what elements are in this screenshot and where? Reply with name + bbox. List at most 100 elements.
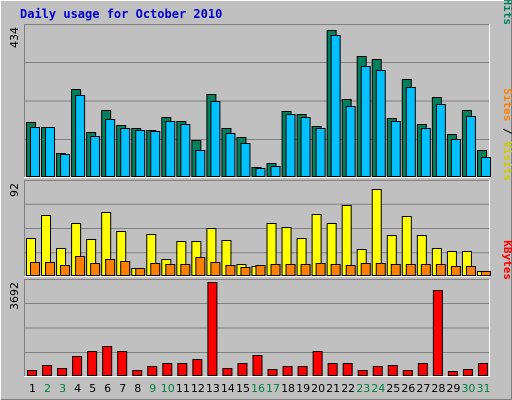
panel-legend: Sites / Visits (501, 88, 512, 181)
bar-sites-fill (61, 266, 70, 275)
bar-files-fill (241, 144, 250, 176)
x-axis-labels: 1 2 3 4 5 6 7 8 9 10 11 12 13 14 15 16 17 18 19 20 21 22 23 24 2… (29, 382, 490, 395)
bar-files-fill (481, 158, 490, 176)
bar-kbytes-fill (448, 372, 457, 375)
x-tick-label: 22 (341, 382, 355, 395)
bar-visits-fill (312, 215, 321, 275)
panel-visits-sites: 92 Sites / Visits (8, 88, 512, 277)
bar-sites-fill (196, 258, 205, 275)
bar-kbytes-fill (43, 366, 52, 375)
bar-kbytes-fill (103, 347, 112, 375)
x-tick-label: 15 (236, 382, 250, 395)
panel-border-highlight (24, 24, 490, 178)
bar-sites-fill (271, 265, 280, 275)
panel-kbytes: 3692 KBytes (8, 240, 512, 377)
bar-sites-fill (166, 265, 175, 275)
panel-legend: KBytes (501, 240, 512, 280)
bar-sites-fill (226, 266, 235, 275)
bar-files-fill (391, 122, 400, 176)
panel-border-shadow (24, 279, 490, 377)
bar-files-fill (451, 140, 460, 176)
bar-visits-fill (387, 236, 396, 275)
x-tick-label: 16 (251, 382, 265, 395)
x-tick-label: 5 (89, 382, 96, 395)
x-tick-label: 23 (356, 382, 370, 395)
bar-files-fill (466, 117, 475, 176)
x-tick-label: 29 (446, 382, 460, 395)
x-tick-label: 9 (149, 382, 156, 395)
bar-visits-fill (117, 232, 126, 275)
bar-kbytes-fill (328, 364, 337, 375)
bar-sites-fill (106, 260, 115, 275)
legend-entry: / (501, 121, 512, 141)
bar-kbytes-fill (433, 291, 442, 375)
bar-files-fill (196, 151, 205, 176)
x-tick-label: 13 (206, 382, 220, 395)
bar-kbytes-fill (148, 367, 157, 375)
bar-files-fill (46, 128, 55, 176)
bar-sites-fill (346, 266, 355, 275)
chart-panels: 434 Pages / Files / Hits 92 Sites / Visits 3… (8, 0, 512, 377)
x-tick-label: 27 (416, 382, 430, 395)
x-tick-label: 25 (386, 382, 400, 395)
bar-kbytes-fill (163, 364, 172, 375)
x-tick-label: 12 (191, 382, 205, 395)
x-tick-label: 4 (74, 382, 81, 395)
bar-kbytes-fill (73, 357, 82, 375)
bar-visits-fill (462, 252, 471, 275)
bar-files-fill (421, 129, 430, 176)
x-tick-label: 8 (134, 382, 141, 395)
bar-sites-fill (481, 272, 490, 275)
bar-kbytes-fill (358, 371, 367, 375)
bar-visits-fill (177, 242, 186, 275)
bar-kbytes-fill (283, 367, 292, 375)
bar-sites-fill (361, 264, 370, 275)
bar-sites-fill (406, 265, 415, 275)
panel-border-highlight (24, 180, 490, 277)
bar-files-fill (331, 36, 340, 176)
bar-files-fill (301, 118, 310, 176)
bar-sites-fill (211, 263, 220, 275)
x-tick-label: 10 (161, 382, 175, 395)
bar-kbytes-fill (133, 371, 142, 375)
bar-files-fill (406, 88, 415, 176)
bar-files-fill (361, 67, 370, 176)
bar-sites-fill (181, 265, 190, 275)
bar-visits-fill (147, 235, 156, 275)
bar-kbytes-fill (418, 364, 427, 375)
bar-sites-fill (241, 268, 250, 275)
bar-visits-fill (267, 224, 276, 275)
bar-files-fill (151, 132, 160, 176)
x-tick-label: 26 (401, 382, 415, 395)
chart-title: Daily usage for October 2010 (20, 7, 222, 21)
legend-entry: Hits (501, 0, 512, 25)
bar-kbytes-fill (463, 370, 472, 375)
bar-files-fill (286, 115, 295, 176)
bar-files-fill (211, 102, 220, 176)
bar-sites-fill (316, 264, 325, 275)
panel-hits-files-pages: 434 Pages / Files / Hits (8, 0, 512, 178)
panel-border-shadow (24, 24, 490, 178)
bar-visits-fill (402, 217, 411, 275)
bar-visits-fill (432, 249, 441, 275)
bar-files-fill (61, 155, 70, 176)
bar-visits-fill (372, 190, 381, 275)
x-tick-label: 20 (311, 382, 325, 395)
bar-files-fill (316, 129, 325, 176)
bar-visits-fill (417, 236, 426, 275)
legend-entry: Visits (501, 141, 512, 181)
bar-kbytes-fill (178, 364, 187, 375)
x-tick-label: 3 (59, 382, 66, 395)
bar-visits-fill (207, 229, 216, 275)
bar-kbytes-fill (343, 364, 352, 375)
bar-visits-fill (72, 224, 81, 275)
bar-files-fill (181, 125, 190, 176)
bar-kbytes-fill (223, 369, 232, 375)
bar-sites-fill (46, 263, 55, 275)
bar-sites-fill (376, 264, 385, 275)
bar-sites-fill (121, 262, 130, 275)
bar-kbytes-fill (388, 366, 397, 375)
bar-kbytes-fill (193, 360, 202, 375)
